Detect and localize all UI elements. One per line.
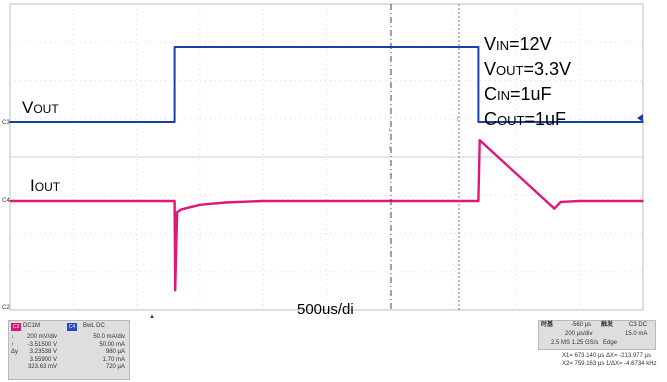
cursor-x1-readout: X1= 673.140 µs ΔX= -213.977 µs [562,353,651,359]
timebase-trigger-panel: 时基 -560 µs 触发 C3 DC 200 µs/div 15.0 mA 2… [538,320,656,350]
cursor-x1-marker: ↑ [388,128,391,134]
channel-readout-panel: C3 DC1M ↓ ↑ Δy 200 mV/div -3.51500 V 3.2… [8,320,130,380]
spec-cout: COUT=1uF [484,109,566,129]
timebase-label[interactable]: 时基 [541,322,554,328]
vout-label: VOUT [22,98,59,117]
iout-label: IOUT [30,176,61,195]
series-point-vout [173,121,176,123]
cursor-x2-readout: X2= 759.163 µs 1/ΔX= -4.6734 kHz [562,361,657,367]
cursor-x2-marker: ↑ [456,117,459,123]
series-point-iout [642,200,644,202]
trigger-type: Edge [603,340,618,346]
spec-annotations: VIN=12V VOUT=3.3V CIN=1uF COUT=1uF [484,34,571,129]
series-point-vout [477,121,480,123]
timebase-div: 200 µs/div [565,331,593,337]
cursor-readout: X1= 673.140 µs ΔX= -213.977 µs X2= 759.1… [562,352,662,368]
series-point-iout [559,201,562,203]
series-point-iout [176,211,178,214]
series-point-vout [9,121,11,123]
series-point-iout [478,139,481,141]
series-point-iout [262,200,265,202]
series-point-iout [578,200,581,202]
ch4-badge[interactable]: C4 [67,323,77,331]
trigger-level: 15.0 mA [625,331,648,337]
ch3-marker[interactable]: C3 [2,120,10,126]
series-point-vout [173,46,176,48]
series-point-iout [199,204,201,206]
trigger-position-marker: ▲ [149,314,155,320]
series-point-iout [173,200,176,202]
cursor-x1-marker-2: ↑ [388,146,391,152]
timebase-offset: -560 µs [571,322,592,328]
series-point-iout [553,207,556,210]
ch4-coupling: BwL DC [83,323,105,329]
ch3-badge[interactable]: C3 [11,323,21,331]
series-point-iout [9,200,11,202]
spec-cin: CIN=1uF [484,84,552,104]
ch3-prefixes: ↓ ↑ Δy [11,334,19,355]
spec-vin: VIN=12V [484,34,552,54]
series-point-iout [174,289,176,292]
trigger-level-marker[interactable] [637,114,643,122]
ch3-coupling: DC1M [23,323,41,329]
series-point-iout [477,200,480,202]
ch3-values: 200 mV/div -3.51500 V 3.23538 V 3.55900 … [26,334,57,370]
spec-vout: VOUT=3.3V [484,59,571,79]
ch4-values: 50.0 mA/div 50.00 mA 980 µA 1.70 mA 720 … [93,334,125,370]
x-axis-label: 500us/di [297,301,354,318]
grid [10,4,643,310]
series-point-iout [180,208,182,211]
series-line-iout [10,138,643,292]
sample-rate: 2.5 MS 1.25 GS/s [551,340,599,346]
ch2-marker[interactable]: C2 [2,305,10,311]
series-line-vout [10,46,643,123]
ch4-marker[interactable]: C4 [2,198,10,204]
series-point-iout [224,201,226,204]
trigger-label[interactable]: 触发 [601,322,614,328]
trigger-source: C3 DC [629,322,648,328]
series-point-vout [477,46,480,48]
